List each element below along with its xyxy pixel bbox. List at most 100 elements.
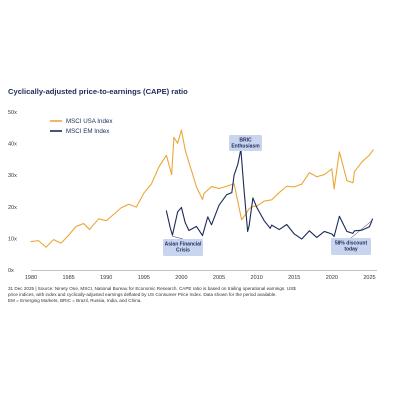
data-point [352,182,354,184]
data-point [245,214,246,216]
data-point [372,149,374,151]
data-point [331,168,333,170]
data-point [293,186,295,188]
data-point [207,216,209,218]
data-point [38,240,39,241]
data-point [308,230,310,232]
data-point [316,176,318,178]
data-point [226,194,227,196]
data-point [143,192,145,194]
data-point [177,142,179,144]
data-point [256,206,258,208]
y-tick-label: 30x [8,173,17,179]
data-point [89,229,91,230]
data-point [323,174,325,175]
y-tick-label: 10x [8,236,17,242]
legend-label: MSCI USA Index [66,118,113,125]
x-tick-label: 2020 [326,275,338,281]
data-point [202,235,203,236]
data-point [171,174,173,175]
data-point [323,231,325,232]
data-point [158,166,160,168]
data-point [184,222,186,223]
data-point [331,233,333,235]
x-tick-label: 1980 [25,275,37,281]
annotation-box [229,135,262,151]
x-tick-label: 1990 [100,275,112,281]
data-point [181,129,182,131]
data-point [150,183,152,185]
annotation-label: Asian Financial [165,242,202,248]
data-point [30,241,32,242]
data-point [278,229,280,230]
data-point [293,233,295,235]
data-point [339,215,340,217]
data-point [352,232,354,234]
data-point [278,192,280,193]
data-point [113,214,115,215]
data-point [339,151,340,153]
data-point [333,236,335,237]
y-tick-label: 0x [8,268,14,274]
data-point [247,231,248,232]
annotation-box [163,239,203,256]
data-point [83,223,85,224]
data-point [172,234,173,236]
data-point [105,220,107,222]
data-point [60,242,62,244]
data-point [354,171,355,173]
data-point [181,207,182,208]
series-lines [30,129,374,248]
data-point [372,218,373,220]
annotation-box [331,238,371,255]
x-tick-label: 2005 [213,275,225,281]
data-point [135,206,137,208]
data-point [211,186,212,187]
data-point [218,204,220,206]
data-point [128,203,130,205]
annotation-connector [172,235,184,240]
series-line-msci-em [165,148,374,240]
data-point [166,154,167,156]
data-point [316,237,318,238]
data-point [346,231,348,232]
annotation-label: Crisis [176,248,190,254]
data-point [202,199,203,200]
data-point [237,163,239,165]
data-point [98,218,100,220]
legend-label: MSCI EM Index [66,128,110,135]
data-point [211,224,212,226]
data-point [354,230,355,232]
data-point [271,224,273,226]
x-tick-label: 2000 [175,275,187,281]
x-tick-label: 2015 [288,275,300,281]
x-tick-label: 2025 [363,275,375,281]
data-point [252,206,254,207]
data-point [252,197,254,199]
annotation-connector [350,219,373,239]
legend: MSCI USA Index MSCI EM Index [50,118,113,135]
data-point [263,200,265,202]
y-axis-tick-labels: 0x 10x 20x 30x 40x 50x [8,110,17,274]
data-point [369,226,370,228]
data-point [45,246,47,248]
data-point [218,188,220,189]
data-point [90,226,92,228]
data-point [68,234,69,236]
data-point [188,230,190,231]
data-point [241,219,242,221]
annotation-label: 58% discount [335,241,368,247]
data-point [196,186,197,188]
data-point [286,224,288,225]
data-point [286,185,288,187]
data-point [120,207,122,209]
data-point [248,208,250,210]
footnote: 31 Dec 2025 | Source: Ninety One, MSCI, … [8,286,393,305]
annotation-label: Enthusiasm [231,144,260,150]
data-point [226,185,227,187]
data-point [333,188,335,190]
x-axis-tick-labels: 1980 1985 1990 1995 2000 2005 2010 2015 2020 2025 [25,275,376,281]
